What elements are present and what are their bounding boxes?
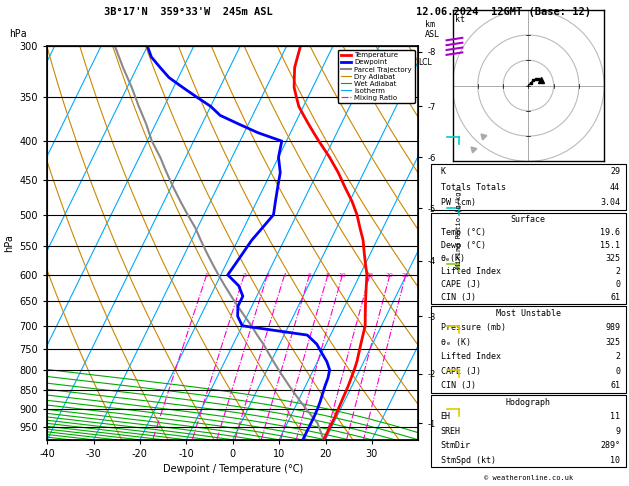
Text: 61: 61	[610, 293, 620, 302]
Text: 2: 2	[615, 352, 620, 361]
Legend: Temperature, Dewpoint, Parcel Trajectory, Dry Adiabat, Wet Adiabat, Isotherm, Mi: Temperature, Dewpoint, Parcel Trajectory…	[338, 50, 415, 104]
Text: 61: 61	[610, 381, 620, 390]
Text: 2: 2	[242, 273, 246, 278]
Text: hPa: hPa	[9, 29, 27, 39]
Text: 989: 989	[605, 323, 620, 332]
Text: 25: 25	[402, 273, 409, 278]
Text: Mixing Ratio (g/kg): Mixing Ratio (g/kg)	[456, 187, 462, 268]
Text: Surface: Surface	[511, 215, 546, 224]
Text: 15.1: 15.1	[600, 241, 620, 250]
Text: K: K	[441, 167, 445, 176]
Y-axis label: hPa: hPa	[4, 234, 14, 252]
Text: 4: 4	[282, 273, 287, 278]
Text: kt: kt	[455, 15, 465, 24]
Text: km
ASL: km ASL	[425, 20, 440, 39]
Text: Dewp (°C): Dewp (°C)	[441, 241, 486, 250]
Text: 10: 10	[338, 273, 347, 278]
Text: 12.06.2024  12GMT (Base: 12): 12.06.2024 12GMT (Base: 12)	[416, 7, 591, 17]
Text: Hodograph: Hodograph	[506, 398, 551, 407]
Text: 3B°17'N  359°33'W  245m ASL: 3B°17'N 359°33'W 245m ASL	[104, 7, 273, 17]
Text: 3.04: 3.04	[600, 198, 620, 207]
Text: CIN (J): CIN (J)	[441, 381, 476, 390]
Text: 15: 15	[366, 273, 374, 278]
Text: 44: 44	[610, 183, 620, 191]
Text: © weatheronline.co.uk: © weatheronline.co.uk	[484, 475, 573, 481]
Text: CIN (J): CIN (J)	[441, 293, 476, 302]
Text: 2: 2	[615, 267, 620, 276]
Text: PW (cm): PW (cm)	[441, 198, 476, 207]
Text: Pressure (mb): Pressure (mb)	[441, 323, 506, 332]
Text: EH: EH	[441, 412, 450, 421]
Text: Most Unstable: Most Unstable	[496, 309, 561, 318]
Text: θₑ(K): θₑ(K)	[441, 254, 465, 263]
Text: 325: 325	[605, 254, 620, 263]
Text: 6: 6	[308, 273, 311, 278]
Text: 19.6: 19.6	[600, 228, 620, 237]
Text: StmSpd (kt): StmSpd (kt)	[441, 455, 496, 465]
Text: 10: 10	[610, 455, 620, 465]
Text: 9: 9	[615, 427, 620, 435]
X-axis label: Dewpoint / Temperature (°C): Dewpoint / Temperature (°C)	[163, 465, 303, 474]
Text: Lifted Index: Lifted Index	[441, 267, 501, 276]
Text: Totals Totals: Totals Totals	[441, 183, 506, 191]
Text: 29: 29	[610, 167, 620, 176]
Text: 8: 8	[326, 273, 330, 278]
Text: SREH: SREH	[441, 427, 460, 435]
Text: 1: 1	[204, 273, 209, 278]
Text: Lifted Index: Lifted Index	[441, 352, 501, 361]
Text: 20: 20	[386, 273, 394, 278]
Text: 289°: 289°	[600, 441, 620, 450]
Text: θₑ (K): θₑ (K)	[441, 338, 470, 347]
Text: StmDir: StmDir	[441, 441, 470, 450]
Text: 0: 0	[615, 366, 620, 376]
Text: 0: 0	[615, 280, 620, 289]
Text: 3: 3	[265, 273, 269, 278]
Text: 325: 325	[605, 338, 620, 347]
Text: CAPE (J): CAPE (J)	[441, 280, 481, 289]
Text: CAPE (J): CAPE (J)	[441, 366, 481, 376]
Text: Temp (°C): Temp (°C)	[441, 228, 486, 237]
Text: LCL: LCL	[418, 58, 432, 68]
Text: 11: 11	[610, 412, 620, 421]
